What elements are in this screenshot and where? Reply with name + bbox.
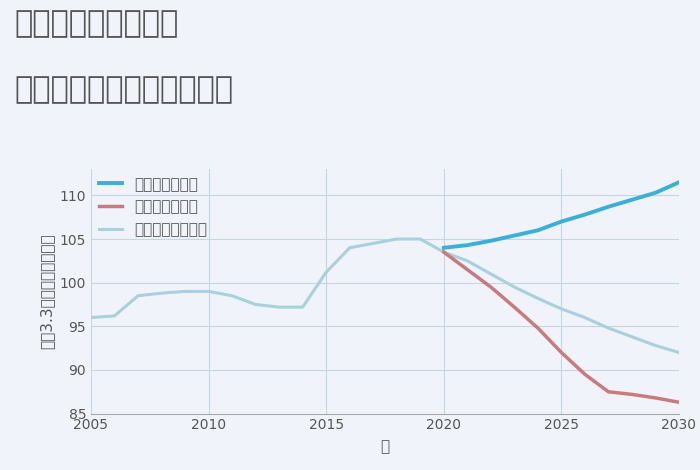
グッドシナリオ [675,180,683,185]
ノーマルシナリオ [440,249,448,255]
Text: 岐阜県可児市瀬田の: 岐阜県可児市瀬田の [14,9,178,39]
Line: バッドシナリオ: バッドシナリオ [444,252,679,402]
グッドシナリオ [557,219,566,224]
ノーマルシナリオ [486,271,495,277]
バッドシナリオ [533,325,542,331]
ノーマルシナリオ [369,241,377,246]
ノーマルシナリオ [158,290,166,296]
バッドシナリオ [510,304,519,310]
Text: 中古マンションの価格推移: 中古マンションの価格推移 [14,75,233,104]
ノーマルシナリオ [111,313,119,319]
ノーマルシナリオ [675,350,683,355]
Line: ノーマルシナリオ: ノーマルシナリオ [91,239,679,352]
ノーマルシナリオ [463,258,472,264]
Y-axis label: 平（3.3㎡）単価（万円）: 平（3.3㎡）単価（万円） [39,234,54,349]
ノーマルシナリオ [87,315,95,321]
ノーマルシナリオ [510,284,519,290]
バッドシナリオ [440,249,448,255]
Legend: グッドシナリオ, バッドシナリオ, ノーマルシナリオ: グッドシナリオ, バッドシナリオ, ノーマルシナリオ [99,177,206,237]
ノーマルシナリオ [557,306,566,312]
バッドシナリオ [581,371,589,377]
グッドシナリオ [628,197,636,203]
ノーマルシナリオ [228,293,237,298]
バッドシナリオ [557,350,566,355]
ノーマルシナリオ [322,269,330,275]
Line: グッドシナリオ: グッドシナリオ [444,182,679,248]
バッドシナリオ [675,400,683,405]
ノーマルシナリオ [651,343,659,348]
X-axis label: 年: 年 [380,439,390,454]
バッドシナリオ [463,267,472,273]
ノーマルシナリオ [346,245,354,251]
グッドシナリオ [510,233,519,238]
ノーマルシナリオ [275,304,284,310]
グッドシナリオ [463,243,472,248]
グッドシナリオ [533,227,542,233]
バッドシナリオ [651,395,659,401]
ノーマルシナリオ [533,296,542,301]
ノーマルシナリオ [393,236,401,242]
グッドシナリオ [651,190,659,196]
グッドシナリオ [440,245,448,251]
ノーマルシナリオ [581,315,589,321]
グッドシナリオ [581,212,589,218]
ノーマルシナリオ [416,236,424,242]
ノーマルシナリオ [251,302,260,307]
グッドシナリオ [604,204,612,210]
ノーマルシナリオ [204,289,213,294]
ノーマルシナリオ [604,325,612,331]
バッドシナリオ [486,284,495,290]
ノーマルシナリオ [181,289,189,294]
グッドシナリオ [486,238,495,243]
バッドシナリオ [628,392,636,397]
ノーマルシナリオ [628,334,636,340]
ノーマルシナリオ [134,293,142,298]
バッドシナリオ [604,389,612,395]
ノーマルシナリオ [298,304,307,310]
